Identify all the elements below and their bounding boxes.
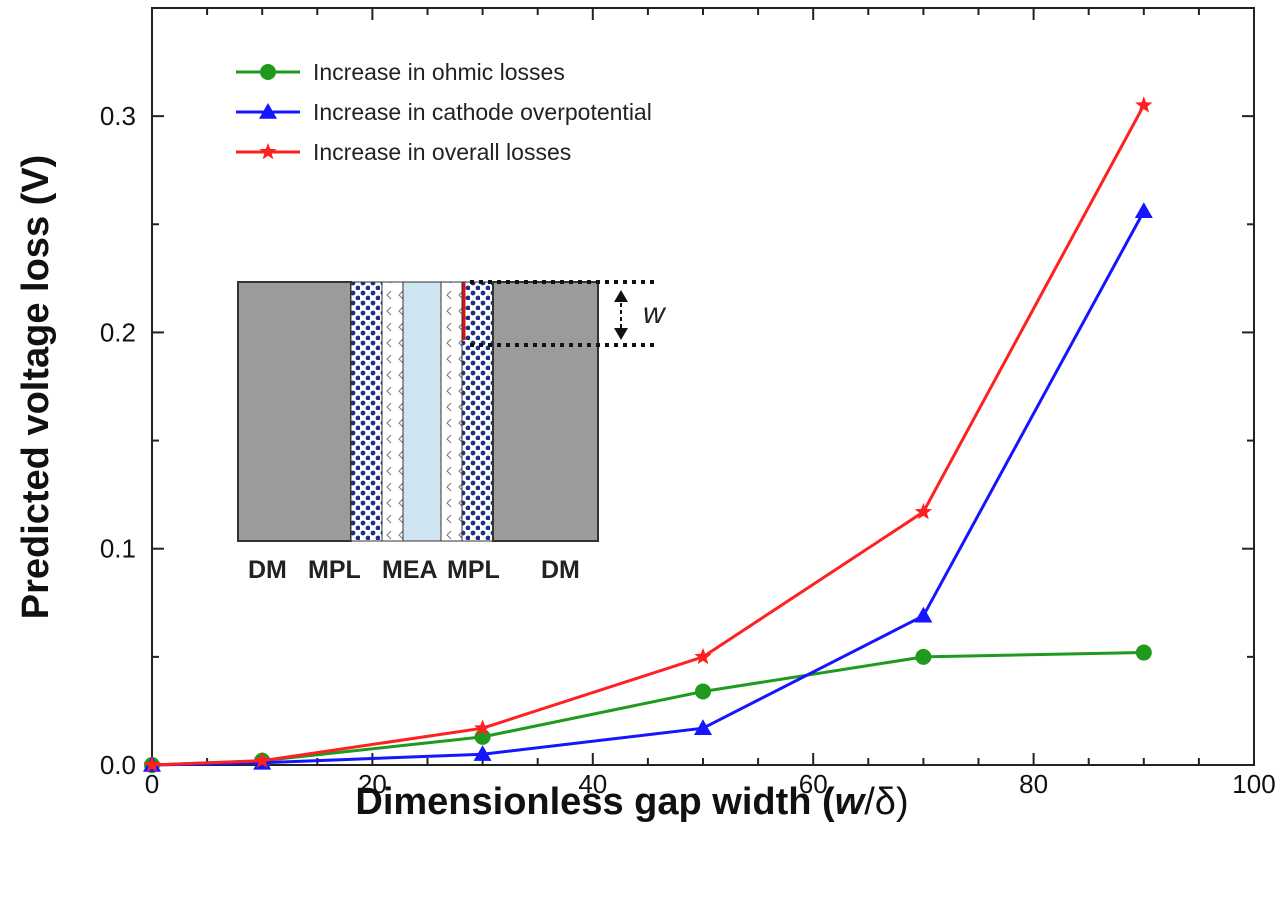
- inset-label-mea: MEA: [382, 556, 438, 584]
- data-series-group: [143, 96, 1153, 773]
- inset-mpl-left: [350, 281, 383, 542]
- legend-label: Increase in ohmic losses: [313, 59, 565, 85]
- x-axis-title-main: Dimensionless gap width (: [355, 781, 835, 823]
- inset-label-dm-left: DM: [248, 556, 287, 584]
- legend-label: Increase in cathode overpotential: [313, 99, 652, 125]
- inset-label-mpl-right: MPL: [447, 556, 500, 584]
- x-tick-label: 0: [145, 769, 159, 799]
- data-point: [253, 751, 271, 768]
- inset-arrow-head-up: [614, 290, 628, 302]
- legend-marker: [259, 103, 277, 119]
- inset-dm-left: [237, 281, 352, 542]
- inset-label-mpl-left: MPL: [308, 556, 361, 584]
- x-tick-label: 60: [799, 769, 828, 799]
- data-point: [473, 745, 492, 761]
- axis-tick-labels: 0 20 40 60 80 100 0.0 0.1 0.2 0.3: [100, 101, 1276, 799]
- legend-marker: [260, 64, 276, 80]
- y-tick-label: 0.2: [100, 317, 136, 347]
- data-point: [914, 606, 933, 623]
- x-axis-title: Dimensionless gap width (w/δ): [355, 781, 908, 823]
- y-tick-label: 0.0: [100, 750, 136, 780]
- inset-catalyst-right: [440, 281, 463, 542]
- y-tick-label: 0.3: [100, 101, 136, 131]
- data-point: [695, 683, 711, 700]
- inset-membrane: [402, 281, 442, 542]
- legend-label: Increase in overall losses: [313, 139, 571, 165]
- x-tick-label: 80: [1019, 769, 1048, 799]
- data-point: [915, 648, 932, 665]
- x-tick-label: 40: [578, 769, 607, 799]
- x-axis-title-var: w: [835, 781, 867, 823]
- inset-mpl-right: [461, 281, 494, 542]
- data-point: [694, 719, 712, 735]
- y-tick-label: 0.1: [100, 534, 136, 564]
- data-point: [694, 647, 712, 665]
- data-point: [914, 502, 932, 520]
- inset-catalyst-left: [381, 281, 404, 542]
- data-point: [1135, 96, 1153, 113]
- data-point: [1134, 202, 1153, 219]
- legend: Increase in ohmic losses Increase in cath…: [236, 59, 652, 165]
- data-point: [143, 756, 161, 773]
- axis-ticks: [151, 7, 1255, 766]
- legend-marker: [259, 143, 277, 160]
- data-point: [1135, 644, 1152, 661]
- y-axis-title: Predicted voltage loss (V): [15, 155, 57, 620]
- data-point: [474, 719, 492, 736]
- inset-label-dm-right: DM: [541, 556, 580, 584]
- inset-dm-right: [492, 281, 599, 542]
- inset-diagram: w DM MPL MEA MPL DM: [237, 280, 667, 584]
- inset-arrow-head-down: [614, 328, 628, 340]
- series-line: [151, 651, 1144, 767]
- x-tick-label: 100: [1232, 769, 1275, 799]
- x-axis-title-tail: /δ): [864, 781, 908, 823]
- inset-gap-symbol: w: [643, 297, 667, 330]
- series-line: [151, 104, 1146, 767]
- series-line: [151, 210, 1146, 767]
- x-tick-label: 20: [358, 769, 387, 799]
